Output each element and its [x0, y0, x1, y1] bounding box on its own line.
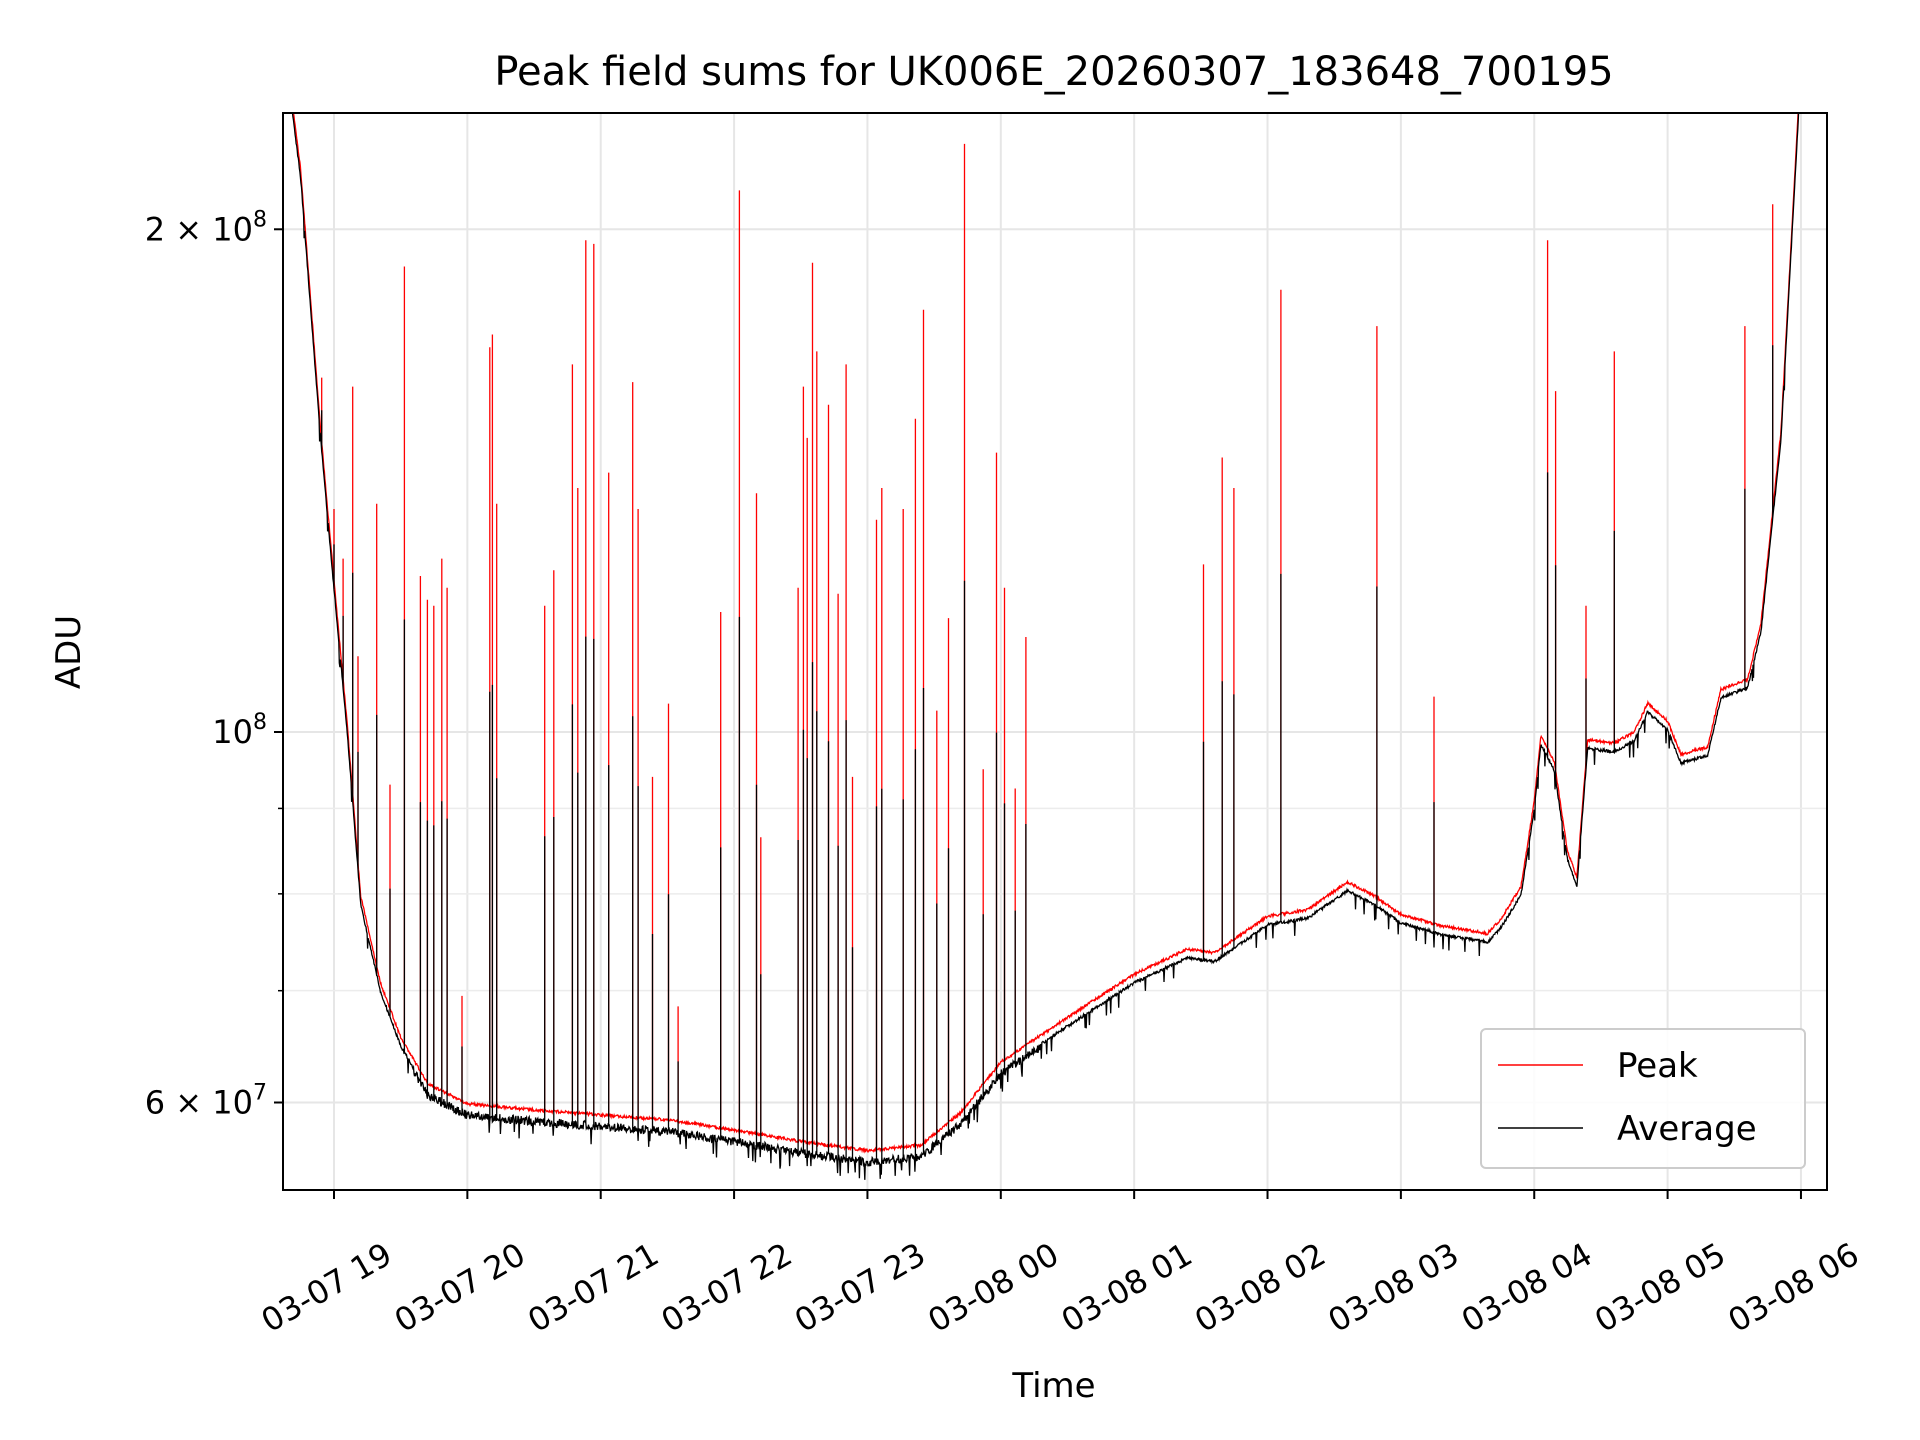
peak-line — [292, 113, 1799, 1154]
x-tick-label: 03-08 06 — [1722, 1235, 1866, 1340]
legend-average-label: Average — [1617, 1109, 1757, 1149]
y-tick-exponent: 8 — [253, 207, 267, 232]
y-tick-coef: 10 — [212, 713, 253, 751]
x-tick-label: 03-07 23 — [788, 1235, 932, 1340]
x-tick-label: 03-07 21 — [521, 1235, 665, 1340]
x-tick-label: 03-07 22 — [655, 1235, 799, 1340]
x-tick-label: 03-08 03 — [1322, 1235, 1466, 1340]
y-tick-label: 2 × 108 — [145, 207, 267, 248]
plot-frame — [282, 112, 1828, 1191]
x-tick-label: 03-08 02 — [1188, 1235, 1332, 1340]
legend: Peak Average — [1480, 1028, 1806, 1169]
legend-box — [1480, 1028, 1806, 1169]
legend-peak-label: Peak — [1617, 1046, 1698, 1086]
x-tick-label: 03-08 04 — [1455, 1235, 1599, 1340]
x-tick-label: 03-08 00 — [922, 1235, 1066, 1340]
x-axis-label: Time — [1011, 1366, 1095, 1406]
x-tick-label: 03-07 20 — [388, 1235, 532, 1340]
x-tick-label: 03-07 19 — [255, 1235, 399, 1340]
y-axis-label: ADU — [49, 615, 89, 689]
y-tick-label: 6 × 107 — [145, 1080, 267, 1121]
y-tick-exponent: 8 — [253, 710, 267, 735]
y-tick-label: 108 — [212, 710, 267, 751]
y-tick-coef: 6 × 10 — [145, 1083, 253, 1121]
y-tick-coef: 2 × 10 — [145, 210, 253, 248]
average-line — [291, 113, 1800, 1180]
chart-title: Peak field sums for UK006E_20260307_1836… — [494, 49, 1613, 95]
x-tick-label: 03-08 05 — [1588, 1235, 1732, 1340]
x-tick-label: 03-08 01 — [1055, 1235, 1199, 1340]
grid — [283, 113, 1827, 1190]
y-tick-exponent: 7 — [253, 1080, 267, 1105]
